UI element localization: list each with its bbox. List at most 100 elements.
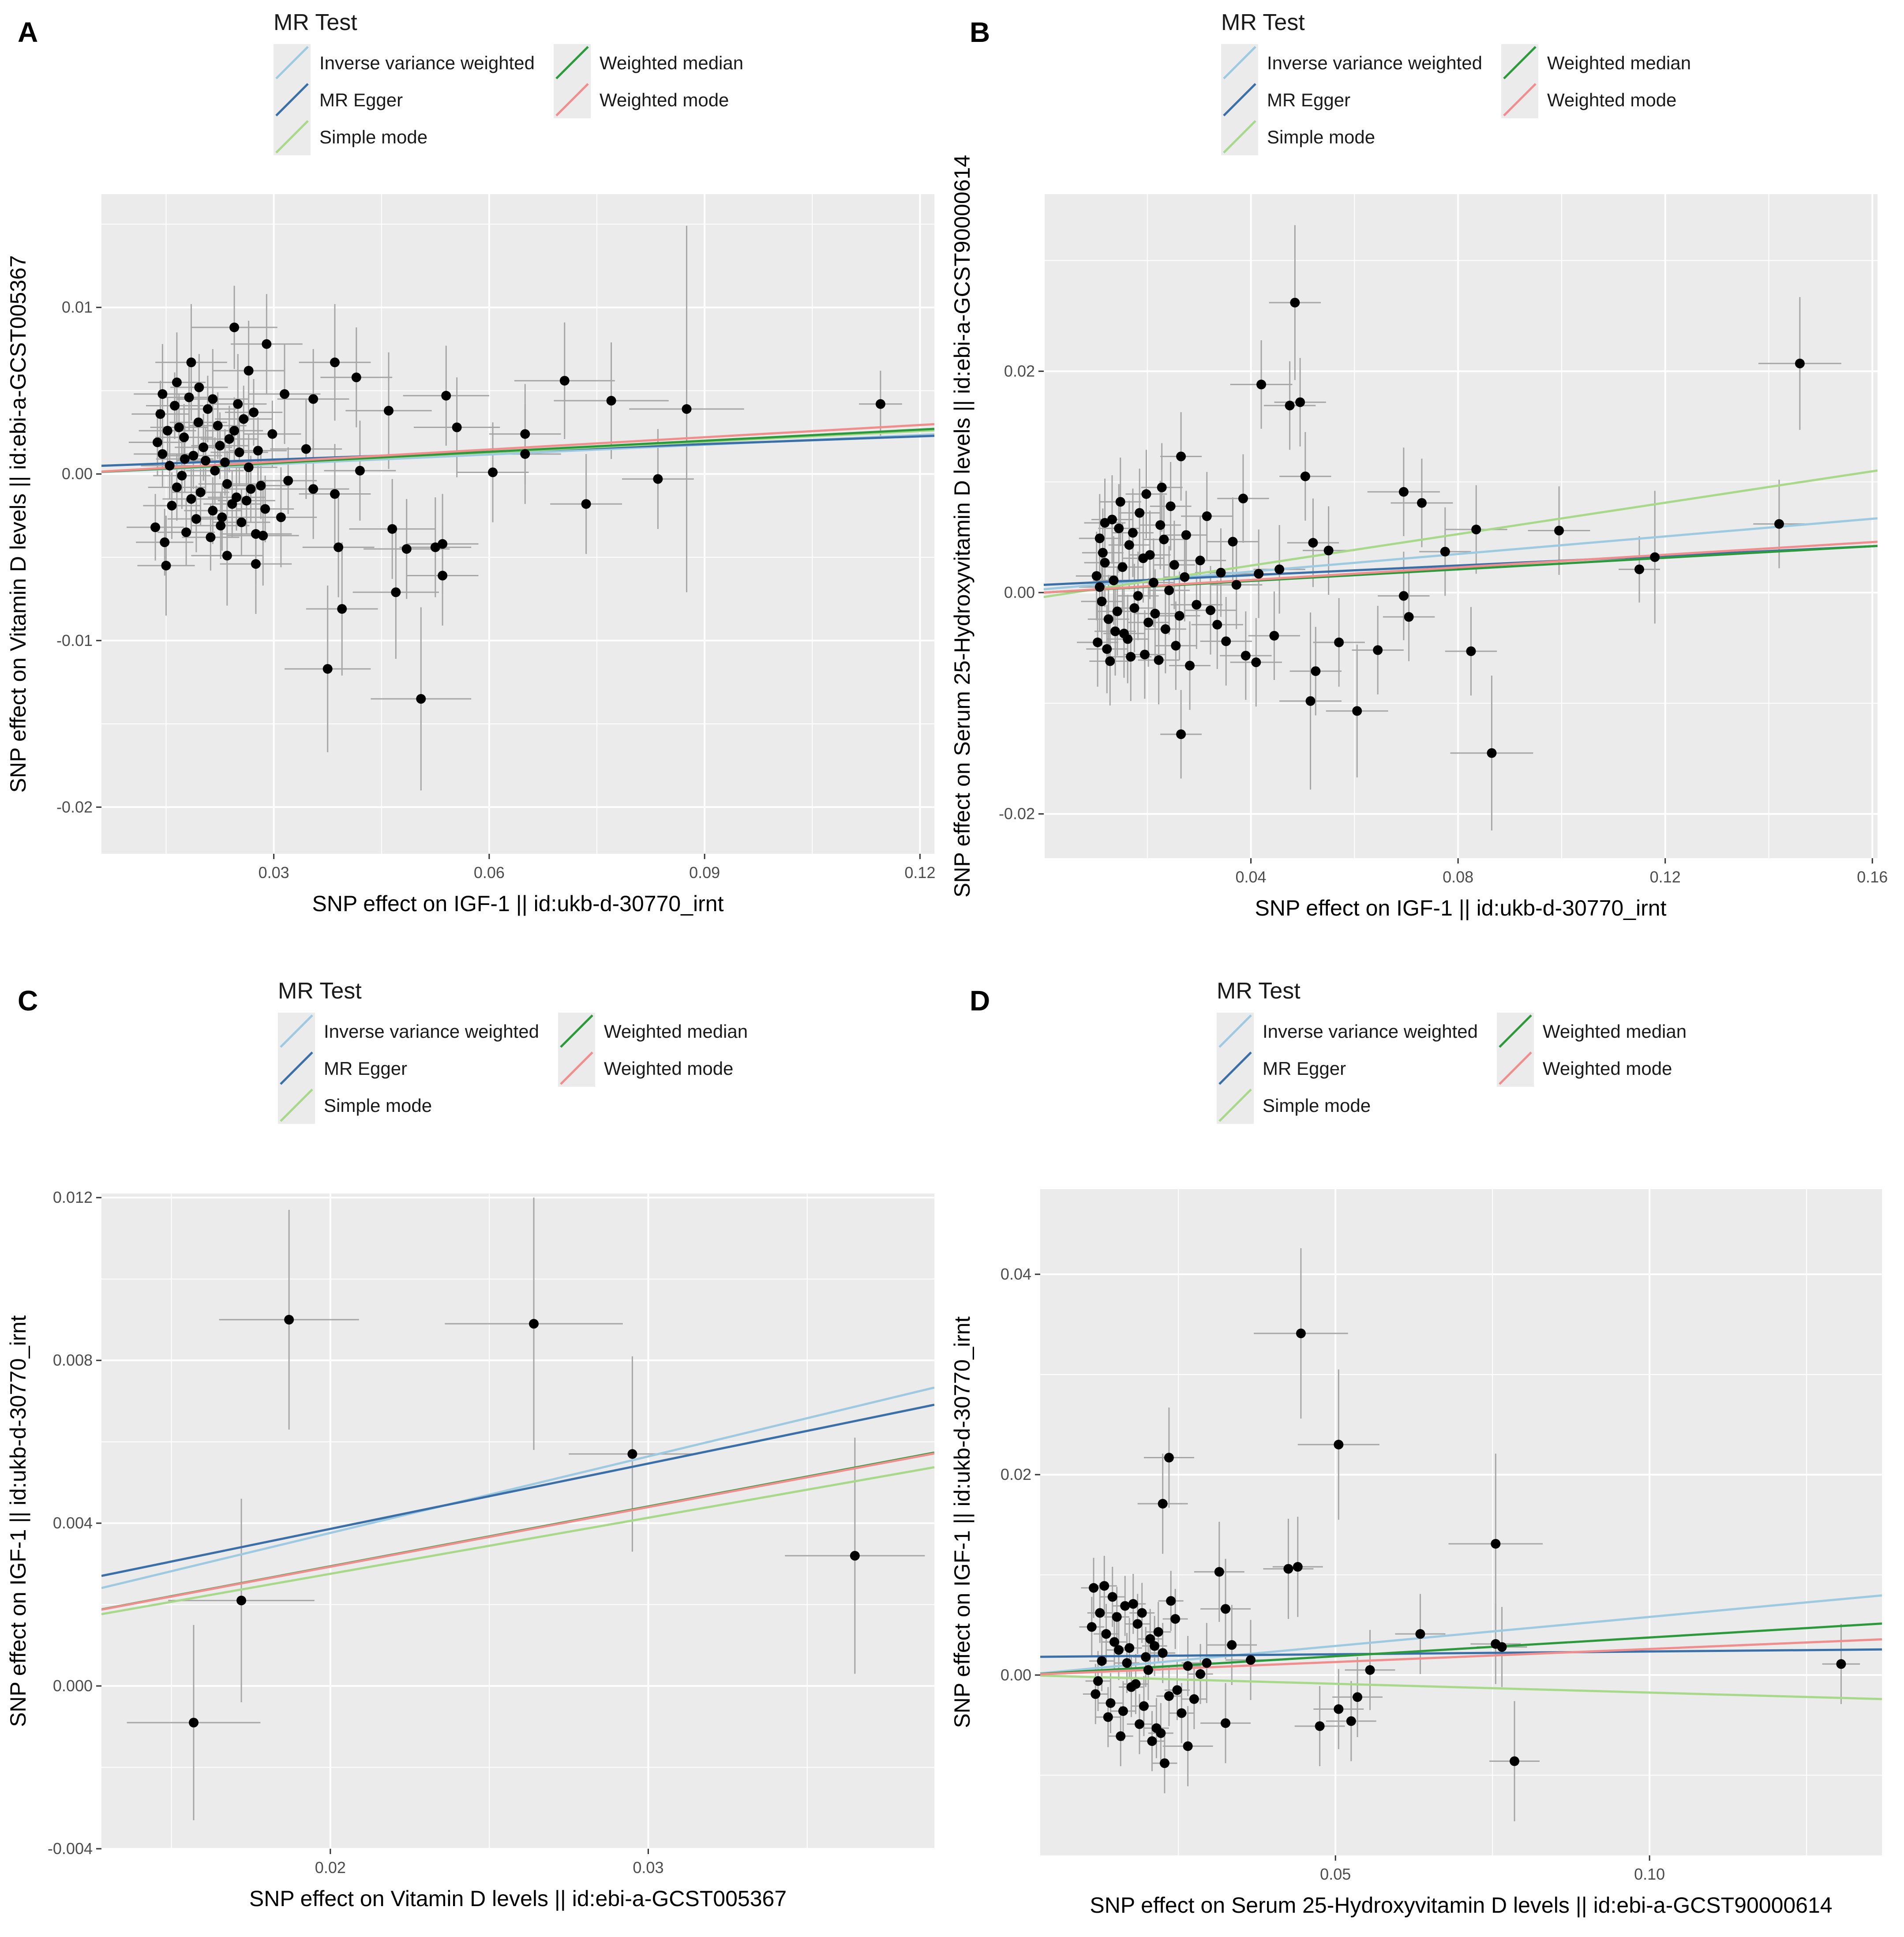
snp-point — [1300, 471, 1310, 481]
snp-point — [1216, 567, 1226, 578]
snp-point — [1256, 379, 1267, 390]
y-tick-label: 0.01 — [62, 298, 93, 316]
y-tick-label: 0.00 — [1001, 1666, 1031, 1684]
snp-point — [401, 544, 412, 554]
snp-point — [194, 382, 204, 392]
snp-point — [1156, 1728, 1166, 1738]
snp-point — [520, 429, 530, 439]
legend-label: Simple mode — [319, 127, 427, 147]
y-tick-label: -0.004 — [48, 1839, 93, 1858]
snp-point — [1290, 297, 1300, 308]
mr-line-mr-egger — [101, 1404, 934, 1577]
x-axis-title: SNP effect on Vitamin D levels || id:ebi… — [249, 1886, 787, 1911]
snp-point — [1166, 501, 1176, 511]
snp-point — [1147, 1736, 1157, 1746]
snp-point — [529, 1319, 539, 1329]
snp-point — [199, 442, 209, 452]
snp-point — [1102, 644, 1112, 654]
snp-point — [1296, 1328, 1306, 1338]
legend-key-line — [1503, 46, 1537, 79]
y-axis-title: SNP effect on IGF-1 || id:ukb-d-30770_ir… — [950, 1316, 974, 1728]
snp-point — [172, 377, 182, 387]
data-layer — [101, 1197, 934, 1821]
legend-b: MR Test Inverse variance weighted MR Egger… — [1221, 10, 1691, 155]
plot-background — [1044, 194, 1878, 858]
legend-key-line — [275, 83, 309, 116]
snp-point — [1269, 631, 1279, 641]
mr-line-weighted-mode — [1044, 541, 1878, 594]
x-tick-label: 0.12 — [1650, 868, 1681, 886]
x-axis-title: SNP effect on IGF-1 || id:ukb-d-30770_ir… — [312, 891, 724, 916]
snp-point — [334, 542, 344, 552]
snp-point — [1466, 646, 1476, 656]
data-layer — [1044, 225, 1878, 831]
snp-point — [1115, 497, 1125, 507]
snp-point — [1176, 451, 1186, 462]
snp-point — [1352, 706, 1362, 716]
snp-point — [682, 404, 692, 414]
x-axis-title: SNP effect on Serum 25-Hydroxyvitamin D … — [1090, 1893, 1832, 1918]
snp-point — [1650, 552, 1660, 562]
snp-point — [875, 399, 885, 409]
snp-point — [1487, 748, 1497, 758]
snp-point — [1157, 482, 1167, 492]
snp-point — [1305, 696, 1316, 706]
legend-label: Weighted mode — [1547, 90, 1676, 110]
snp-point — [179, 432, 189, 443]
mr-line-simple-mode — [101, 1466, 934, 1615]
snp-point — [177, 471, 187, 481]
legend-label: MR Egger — [1263, 1058, 1346, 1079]
snp-point — [215, 441, 225, 451]
legend-key-line — [280, 1051, 313, 1085]
snp-point — [1120, 1601, 1130, 1611]
snp-point — [1107, 514, 1117, 525]
snp-point — [1195, 556, 1205, 566]
mr-scatter-panel-c: C MR Test Inverse variance weighted MR Egge… — [6, 978, 934, 1911]
y-tick-label: -0.02 — [56, 798, 93, 816]
snp-point — [150, 522, 161, 533]
snp-point — [438, 571, 448, 581]
snp-point — [1180, 572, 1190, 582]
snp-point — [1164, 1691, 1174, 1701]
snp-point — [244, 366, 254, 376]
mr-line-mr-egger — [1040, 1648, 1882, 1658]
snp-point — [1112, 1612, 1122, 1622]
legend-label: Weighted median — [600, 53, 743, 73]
legend-key-line — [280, 1089, 313, 1122]
legend-item: MR Egger — [274, 81, 403, 118]
snp-point — [241, 496, 251, 506]
x-tick-label: 0.08 — [1443, 868, 1473, 886]
snp-point — [227, 499, 237, 509]
snp-point — [1148, 578, 1158, 588]
snp-point — [1183, 1661, 1193, 1671]
snp-point — [1227, 1640, 1237, 1650]
snp-point — [184, 392, 194, 402]
snp-point — [160, 537, 170, 548]
snp-point — [1212, 619, 1222, 630]
snp-point — [1192, 600, 1202, 610]
snp-point — [1129, 603, 1139, 613]
snp-point — [246, 484, 256, 494]
legend-label: Simple mode — [324, 1095, 432, 1116]
snp-point — [1171, 641, 1181, 651]
snp-point — [165, 461, 175, 471]
snp-point — [1158, 1648, 1168, 1658]
snp-point — [1334, 637, 1344, 647]
snp-point — [384, 405, 394, 416]
legend-key-line — [1499, 1051, 1532, 1085]
snp-point — [280, 389, 290, 399]
y-tick-label: 0.000 — [53, 1677, 93, 1695]
y-tick-label: -0.02 — [999, 805, 1035, 823]
snp-point — [1141, 1652, 1151, 1662]
snp-point — [520, 449, 530, 459]
snp-point — [1110, 626, 1120, 636]
snp-point — [441, 390, 451, 401]
mr-line-weighted-median — [1040, 1622, 1882, 1675]
snp-point — [222, 479, 232, 489]
snp-point — [1283, 1564, 1293, 1574]
snp-point — [267, 429, 277, 439]
mr-line-inverse-variance-weighted — [1040, 1594, 1882, 1674]
snp-point — [229, 323, 240, 333]
snp-point — [1128, 1599, 1138, 1609]
snp-point — [1241, 650, 1251, 661]
